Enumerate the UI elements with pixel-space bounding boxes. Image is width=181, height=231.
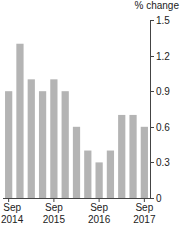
x-tick-label: Sep2015 <box>43 202 66 225</box>
x-tick-label-line: Sep <box>90 202 108 213</box>
y-tick <box>150 127 154 128</box>
bar <box>16 44 23 198</box>
y-axis-line <box>150 20 151 199</box>
bar <box>118 115 125 198</box>
y-tick <box>150 198 154 199</box>
x-tick-label: Sep2017 <box>133 202 156 225</box>
bar <box>28 79 35 198</box>
y-tick-label: 0 <box>156 193 162 204</box>
bar <box>107 151 114 198</box>
bar <box>62 91 69 198</box>
bar <box>84 151 91 198</box>
bar <box>95 162 102 198</box>
x-tick-label-line: 2015 <box>43 214 66 225</box>
bar <box>50 79 57 198</box>
x-tick-label: Sep2016 <box>88 202 111 225</box>
x-tick-label-line: Sep <box>45 202 63 213</box>
x-tick-label-line: Sep <box>3 202 21 213</box>
bar <box>5 91 12 198</box>
bars <box>5 44 148 198</box>
bar <box>129 115 136 198</box>
x-axis-line <box>3 198 150 199</box>
x-tick-label-line: 2014 <box>1 214 24 225</box>
x-tick-label: Sep2014 <box>1 202 24 225</box>
y-tick-label: 1.2 <box>156 51 170 62</box>
y-tick-label: 0.3 <box>156 157 170 168</box>
bar <box>39 91 46 198</box>
x-tick-label-line: 2017 <box>133 214 156 225</box>
x-tick-label-line: Sep <box>135 202 153 213</box>
y-tick-label: 0.9 <box>156 86 170 97</box>
y-tick <box>150 91 154 92</box>
y-tick-label: 0.6 <box>156 122 170 133</box>
chart: 00.30.60.91.21.5% changeSep2014Sep2015Se… <box>0 0 181 231</box>
y-tick <box>150 56 154 57</box>
bar <box>73 127 80 198</box>
y-tick <box>150 162 154 163</box>
x-tick-label-line: 2016 <box>88 214 111 225</box>
y-tick-label: 1.5 <box>156 15 170 26</box>
bar <box>141 127 148 198</box>
y-tick <box>150 20 154 21</box>
y-axis-label: % change <box>135 0 180 11</box>
